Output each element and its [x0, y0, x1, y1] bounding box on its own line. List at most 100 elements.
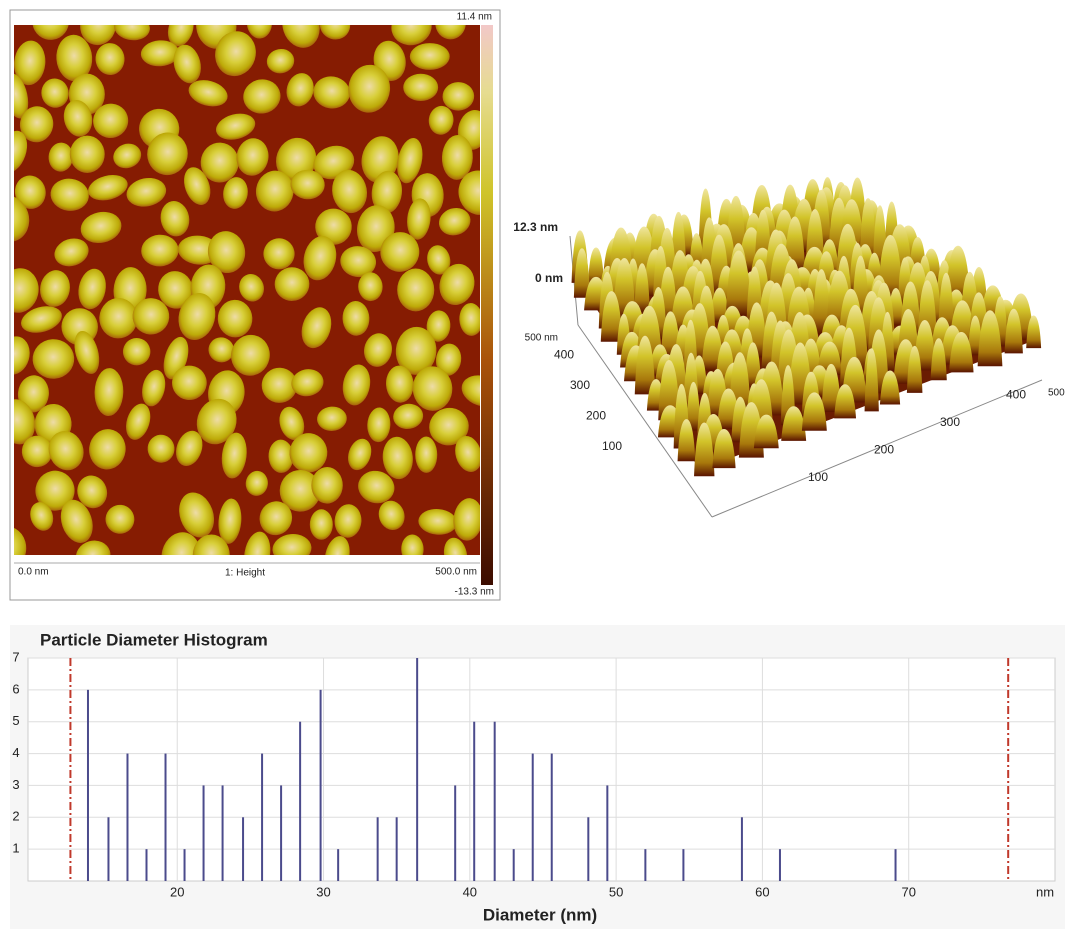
surface-peak — [930, 338, 947, 381]
channel: 1: Height — [225, 568, 265, 579]
x-tick-label: 300 — [940, 415, 960, 429]
grain — [391, 25, 432, 46]
bar — [493, 721, 496, 881]
grain — [93, 103, 129, 139]
surface-peak — [725, 250, 752, 316]
grain — [263, 238, 295, 270]
grain — [14, 40, 46, 86]
grain — [78, 268, 106, 310]
grain — [172, 365, 207, 401]
grain — [14, 175, 46, 209]
bar — [606, 785, 609, 881]
grain — [332, 169, 368, 214]
bar — [531, 753, 534, 881]
surface-peak — [812, 269, 831, 335]
grain — [358, 470, 395, 504]
surface-peak — [694, 422, 715, 477]
surface-peak — [864, 348, 879, 412]
grain — [69, 135, 105, 173]
grain — [261, 367, 298, 403]
grain — [74, 330, 100, 374]
grain — [334, 504, 362, 538]
grain — [395, 326, 437, 375]
bar — [587, 817, 590, 881]
surface-peak — [600, 291, 623, 342]
grain — [439, 263, 475, 306]
grain — [363, 333, 392, 367]
x-tick-label: 70 — [901, 884, 915, 899]
surface-peak — [712, 428, 736, 469]
grain — [412, 366, 453, 411]
bar — [644, 849, 647, 881]
bar — [261, 753, 264, 881]
surface-peak — [879, 370, 901, 405]
z-label: 12.3 nm — [513, 220, 558, 234]
grain — [217, 299, 253, 338]
x-tick-label: 100 — [808, 470, 828, 484]
bar — [299, 721, 302, 881]
grain — [175, 430, 203, 467]
grain — [435, 25, 466, 40]
bar — [473, 721, 476, 881]
grain — [161, 532, 201, 555]
bar — [337, 849, 340, 881]
y-tick-label: 4 — [12, 745, 19, 760]
grain — [140, 40, 180, 67]
grain — [243, 79, 281, 114]
grain — [441, 134, 473, 180]
grain — [192, 534, 230, 555]
axis — [711, 379, 1043, 518]
grain — [397, 137, 423, 184]
surface-peak — [588, 247, 605, 285]
grain — [428, 105, 454, 135]
grain — [244, 531, 271, 555]
x-start: 0.0 nm — [18, 567, 49, 578]
surface-peak — [710, 287, 730, 323]
grain — [268, 439, 294, 473]
grain — [179, 492, 215, 538]
color-scale — [481, 25, 493, 585]
grain — [347, 438, 372, 471]
grain — [340, 246, 377, 278]
y-tick-label: 6 — [12, 681, 19, 696]
surface-peak — [977, 310, 1003, 367]
chart-title: Particle Diameter Histogram — [40, 630, 268, 649]
grain — [114, 25, 150, 41]
grain — [367, 407, 391, 443]
grain — [429, 407, 469, 446]
scale-min: -13.3 nm — [455, 587, 494, 598]
grain — [438, 207, 471, 236]
grain — [132, 298, 170, 335]
bar — [740, 817, 743, 881]
axis — [577, 324, 713, 518]
grain — [54, 238, 89, 267]
grain — [461, 375, 480, 407]
grain — [245, 470, 268, 496]
grain — [75, 540, 111, 555]
grain — [303, 236, 337, 281]
grain — [435, 343, 462, 376]
x-tick-label: 40 — [463, 884, 477, 899]
grain — [208, 337, 235, 363]
grain — [89, 429, 126, 470]
grain — [142, 369, 166, 407]
grain — [403, 73, 439, 102]
grain — [246, 25, 272, 39]
grain — [418, 509, 458, 535]
grain — [215, 31, 256, 77]
grain — [126, 177, 167, 207]
bar — [164, 753, 167, 881]
z-label: 0 nm — [535, 271, 563, 285]
grain — [77, 475, 108, 509]
y-tick-label: 1 — [12, 841, 19, 856]
grain — [415, 436, 438, 473]
grain — [30, 502, 54, 531]
grain — [158, 271, 194, 309]
grain — [200, 142, 239, 183]
x-unit: nm — [1036, 884, 1054, 899]
grain — [266, 48, 295, 74]
grain — [95, 43, 125, 76]
grain — [348, 64, 391, 113]
y-tick-label: 3 — [12, 777, 19, 792]
